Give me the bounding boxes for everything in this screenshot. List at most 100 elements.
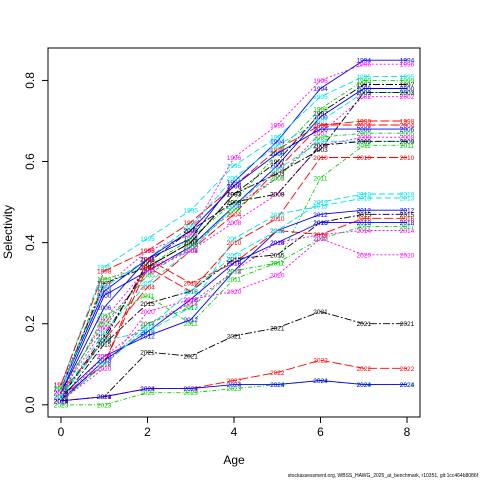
point-label-1995-age-4: 1995	[227, 163, 242, 170]
point-label-2023-age-2: 2023	[140, 390, 155, 397]
point-label-2006-age-4: 2006	[227, 183, 242, 190]
point-label-1994-age-3: 1994	[183, 236, 198, 243]
x-tick-label-6: 6	[317, 425, 324, 439]
point-label-2010-age-1: 2010	[97, 362, 112, 369]
point-label-2008-age-0: 2008	[54, 390, 69, 397]
series-line-2010	[60, 157, 407, 398]
point-label-2021-age-5: 2021	[270, 325, 285, 332]
point-label-2024-age-5: 2024	[270, 382, 285, 389]
point-label-1999-age-3: 1999	[183, 236, 198, 243]
series-line-2020	[60, 238, 407, 402]
point-label-2009-age-5: 2009	[270, 192, 285, 199]
point-label-2007-age-2: 2007	[140, 281, 155, 288]
point-label-2005-age-1: 2005	[97, 321, 112, 328]
point-label-2000-age-5: 2000	[270, 163, 285, 170]
point-label-2013-age-1: 2013	[97, 338, 112, 345]
point-label-2011-age-0: 2011	[54, 394, 68, 401]
point-label-1997-age-5: 1997	[270, 159, 285, 166]
point-label-2013-age-4: 2013	[227, 236, 242, 243]
point-label-1999-age-4: 1999	[227, 200, 242, 207]
point-label-2002-age-5: 2002	[270, 175, 285, 182]
point-label-2020-age-4: 2020	[227, 289, 242, 296]
point-label-2015-age-6: 2015	[313, 220, 328, 227]
point-label-2006-age-8: 2006	[400, 127, 415, 134]
point-label-2014-age-7: 2014	[357, 228, 372, 235]
point-label-1999-age-2: 1999	[140, 265, 155, 272]
point-label-1997-age-2: 1997	[140, 265, 155, 272]
point-label-2017-age-8: 2017	[400, 224, 415, 231]
point-label-2015-age-8: 2015	[400, 212, 415, 219]
point-label-2018-age-0: 2018	[54, 398, 69, 405]
point-label-2008-age-3: 2008	[183, 248, 198, 255]
point-label-2024-age-2: 2024	[140, 386, 155, 393]
point-label-2020-age-5: 2020	[270, 273, 285, 280]
y-tick-label-0.4: 0.4	[23, 234, 37, 251]
point-label-2003-age-4: 2003	[227, 192, 242, 199]
point-label-2005-age-0: 2005	[54, 386, 69, 393]
point-label-2015-age-7: 2015	[357, 212, 372, 219]
point-label-2017-age-6: 2017	[313, 236, 328, 243]
series-line-2011	[60, 144, 407, 397]
point-label-1994-age-1: 1994	[97, 289, 112, 296]
point-label-2006-age-2: 2006	[140, 256, 155, 263]
point-label-2024-age-0: 2024	[54, 398, 69, 405]
point-label-1995-age-7: 1995	[357, 74, 372, 81]
point-label-2011-age-1: 2011	[97, 313, 111, 320]
point-label-1998-age-3: 1998	[183, 220, 198, 227]
series-line-2005	[60, 132, 407, 389]
series-2004: 2004 2004 2004 2004 2004 2004 2004 2004 2004	[54, 123, 415, 398]
point-label-2008-age-7: 2008	[357, 135, 372, 142]
point-label-2019-age-6: 2019	[313, 200, 328, 207]
point-label-2014-age-5: 2014	[270, 240, 285, 247]
point-label-2004-age-2: 2004	[140, 285, 155, 292]
point-label-2023-age-0: 2023	[54, 402, 69, 409]
point-label-2002-age-4: 2002	[227, 204, 242, 211]
point-label-2022-age-0: 2022	[54, 398, 69, 405]
point-label-2004-age-7: 2004	[357, 123, 372, 130]
point-label-2007-age-6: 2007	[313, 139, 328, 146]
point-label-2023-age-3: 2023	[183, 390, 198, 397]
point-label-2022-age-8: 2022	[400, 366, 415, 373]
series-2009: 2009 2009 2009 2009 2009 2009 2009 2009 2009	[54, 139, 415, 401]
point-label-2010-age-7: 2010	[357, 155, 372, 162]
point-label-2002-age-3: 2002	[183, 248, 198, 255]
point-label-2018-age-5: 2018	[270, 240, 285, 247]
point-label-2000-age-8: 2000	[400, 86, 415, 93]
point-label-1996-age-5: 1996	[270, 123, 285, 130]
point-label-1995-age-0: 1995	[54, 382, 69, 389]
point-label-2021-age-2: 2021	[140, 350, 155, 357]
point-label-2003-age-1: 2003	[97, 333, 112, 340]
point-label-1996-age-7: 1996	[357, 62, 372, 69]
series-2017: 2017 2017 2017 2017 2017 2017 2017 2017 2017	[54, 224, 415, 405]
series-line-2024	[60, 380, 407, 402]
point-label-2017-age-2: 2017	[140, 321, 155, 328]
point-label-2014-age-0: 2014	[54, 398, 69, 405]
series-line-2021	[60, 311, 407, 402]
point-label-2010-age-6: 2010	[313, 155, 328, 162]
point-label-2013-age-3: 2013	[183, 305, 198, 312]
point-label-2007-age-5: 2007	[270, 167, 285, 174]
point-label-1996-age-1: 1996	[97, 285, 112, 292]
point-label-2023-age-6: 2023	[313, 378, 328, 385]
point-label-2008-age-6: 2008	[313, 143, 328, 150]
point-label-2021-age-8: 2021	[400, 321, 415, 328]
series-2024: 2024 2024 2024 2024 2024 2024 2024 2024 2024	[54, 378, 415, 405]
point-label-2015-age-1: 2015	[97, 342, 112, 349]
point-label-1995-age-8: 1995	[400, 74, 415, 81]
point-label-2000-age-1: 2000	[97, 293, 112, 300]
point-label-2005-age-6: 2005	[313, 135, 328, 142]
point-label-2016-age-3: 2016	[183, 281, 198, 288]
point-label-1994-age-2: 1994	[140, 256, 155, 263]
point-label-2012-age-3: 2012	[183, 317, 198, 324]
point-label-2000-age-6: 2000	[313, 114, 328, 121]
point-label-2011-age-8: 2011	[400, 143, 414, 150]
series-line-1995	[60, 75, 407, 385]
series-2005: 2005 2005 2005 2005 2005 2005 2005 2005 2005	[54, 131, 415, 393]
point-label-2021-age-0: 2021	[54, 398, 69, 405]
point-label-2011-age-7: 2011	[357, 143, 371, 150]
point-label-2019-age-4: 2019	[227, 252, 242, 259]
point-label-2003-age-8: 2003	[400, 90, 415, 97]
point-label-2007-age-3: 2007	[183, 248, 198, 255]
point-label-1996-age-2: 1996	[140, 248, 155, 255]
point-label-2016-age-1: 2016	[97, 362, 112, 369]
